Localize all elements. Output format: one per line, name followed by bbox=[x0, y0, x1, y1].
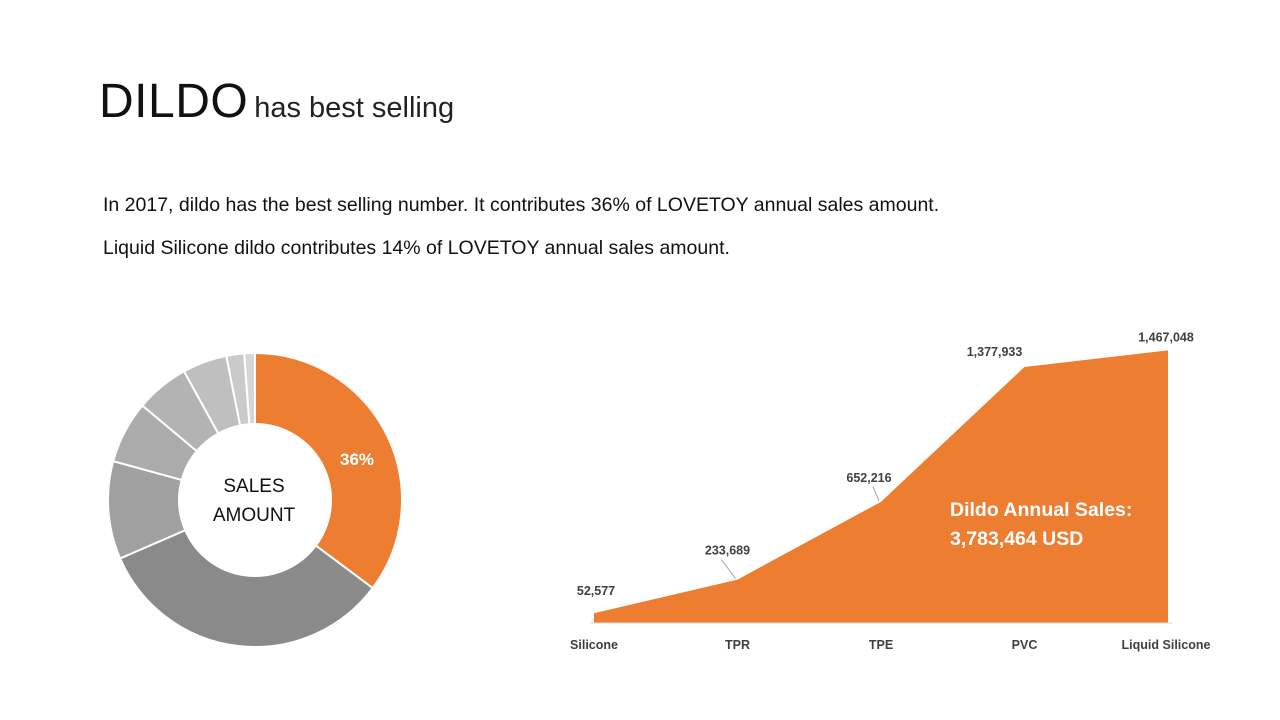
body-text-line-1: In 2017, dildo has the best selling numb… bbox=[103, 194, 940, 216]
annotation-line1: Dildo Annual Sales: bbox=[950, 499, 1132, 521]
x-tick-label: PVC bbox=[1012, 638, 1038, 652]
donut-center-label-line2: AMOUNT bbox=[213, 505, 296, 526]
donut-slice bbox=[243, 351, 256, 426]
donut-highlight-label: 36% bbox=[340, 450, 374, 469]
data-label: 1,377,933 bbox=[967, 345, 1023, 359]
x-tick-label: TPR bbox=[725, 638, 750, 652]
donut-slice bbox=[118, 528, 375, 648]
body-text-line-2: Liquid Silicone dildo contributes 14% of… bbox=[103, 237, 730, 259]
leader-lines bbox=[721, 486, 880, 579]
data-labels: 52,577 233,689 652,216 1,377,933 1,467,048 bbox=[577, 330, 1194, 598]
data-label: 52,577 bbox=[577, 584, 615, 598]
title-sub: has best selling bbox=[254, 92, 455, 124]
donut-center-label-line1: SALES bbox=[223, 476, 284, 497]
data-label: 1,467,048 bbox=[1138, 330, 1194, 344]
data-label: 652,216 bbox=[846, 471, 891, 485]
leader-line bbox=[721, 559, 736, 579]
donut-slices bbox=[107, 351, 403, 648]
title-main: DILDO bbox=[99, 75, 249, 128]
area-series bbox=[594, 350, 1168, 623]
area-chart: 52,577 233,689 652,216 1,377,933 1,467,048 S… bbox=[570, 330, 1210, 652]
x-tick-label: Silicone bbox=[570, 638, 618, 652]
page-title: DILDO has best selling bbox=[99, 78, 454, 126]
annotation-line2: 3,783,464 USD bbox=[950, 528, 1083, 550]
leader-line bbox=[872, 486, 880, 502]
x-tick-labels: Silicone TPR TPE PVC Liquid Silicone bbox=[570, 638, 1210, 652]
data-label: 233,689 bbox=[705, 544, 750, 558]
x-tick-label: TPE bbox=[869, 638, 893, 652]
x-tick-label: Liquid Silicone bbox=[1122, 638, 1211, 652]
donut-chart: 36% SALES AMOUNT bbox=[107, 351, 403, 648]
donut-slice bbox=[254, 351, 403, 590]
